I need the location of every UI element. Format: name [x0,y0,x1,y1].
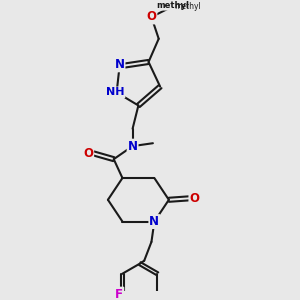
Text: methyl: methyl [157,1,190,10]
Text: N: N [128,140,138,153]
Text: NH: NH [106,87,124,98]
Text: O: O [83,147,93,160]
Text: N: N [149,215,159,228]
Text: F: F [116,288,123,300]
Text: N: N [115,58,124,71]
Text: methyl: methyl [174,2,201,11]
Text: O: O [146,11,157,23]
Text: O: O [189,192,200,205]
